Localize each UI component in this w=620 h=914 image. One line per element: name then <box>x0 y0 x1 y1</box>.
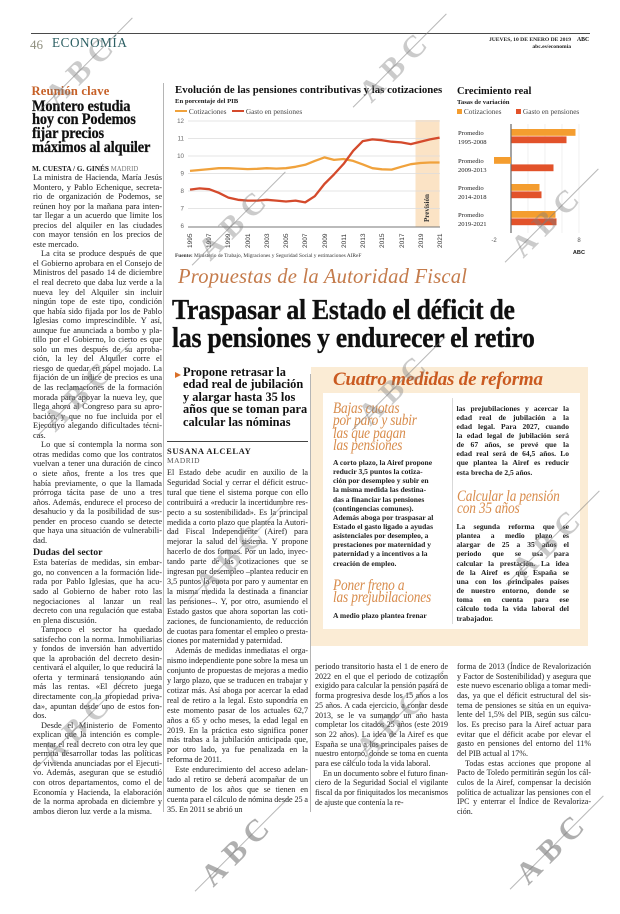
svg-text:6: 6 <box>181 223 185 230</box>
svg-text:2015: 2015 <box>379 233 386 248</box>
svg-text:1995: 1995 <box>187 233 194 248</box>
svg-text:2003: 2003 <box>264 233 271 248</box>
svg-text:2019: 2019 <box>418 233 425 248</box>
svg-text:1997: 1997 <box>206 233 213 248</box>
svg-text:7: 7 <box>181 206 185 213</box>
svg-text:Promedio: Promedio <box>458 212 484 219</box>
svg-text:ABC: ABC <box>573 250 585 256</box>
svg-text:8: 8 <box>181 188 185 195</box>
svg-text:2011: 2011 <box>341 234 348 248</box>
svg-text:1995-2008: 1995-2008 <box>458 139 487 146</box>
svg-text:9: 9 <box>181 171 185 178</box>
svg-text:2007: 2007 <box>302 233 309 248</box>
svg-text:10: 10 <box>177 153 184 160</box>
svg-text:11: 11 <box>178 136 185 143</box>
svg-text:Previsión: Previsión <box>423 194 431 222</box>
svg-text:-2: -2 <box>491 238 497 244</box>
svg-text:2009: 2009 <box>322 233 329 248</box>
svg-text:Promedio: Promedio <box>458 130 484 137</box>
svg-text:2021: 2021 <box>437 233 444 248</box>
svg-text:Promedio: Promedio <box>458 158 484 165</box>
svg-text:2019-2021: 2019-2021 <box>458 221 487 228</box>
svg-text:2005: 2005 <box>283 233 290 248</box>
svg-text:Promedio: Promedio <box>458 185 484 192</box>
svg-text:2001: 2001 <box>245 233 252 248</box>
svg-text:12: 12 <box>177 118 184 125</box>
svg-text:2009-2013: 2009-2013 <box>458 167 487 174</box>
svg-text:2013: 2013 <box>360 233 367 248</box>
svg-text:8: 8 <box>577 238 581 244</box>
svg-text:2017: 2017 <box>399 233 406 248</box>
svg-text:1999: 1999 <box>225 233 232 248</box>
svg-text:2014-2018: 2014-2018 <box>458 194 487 201</box>
